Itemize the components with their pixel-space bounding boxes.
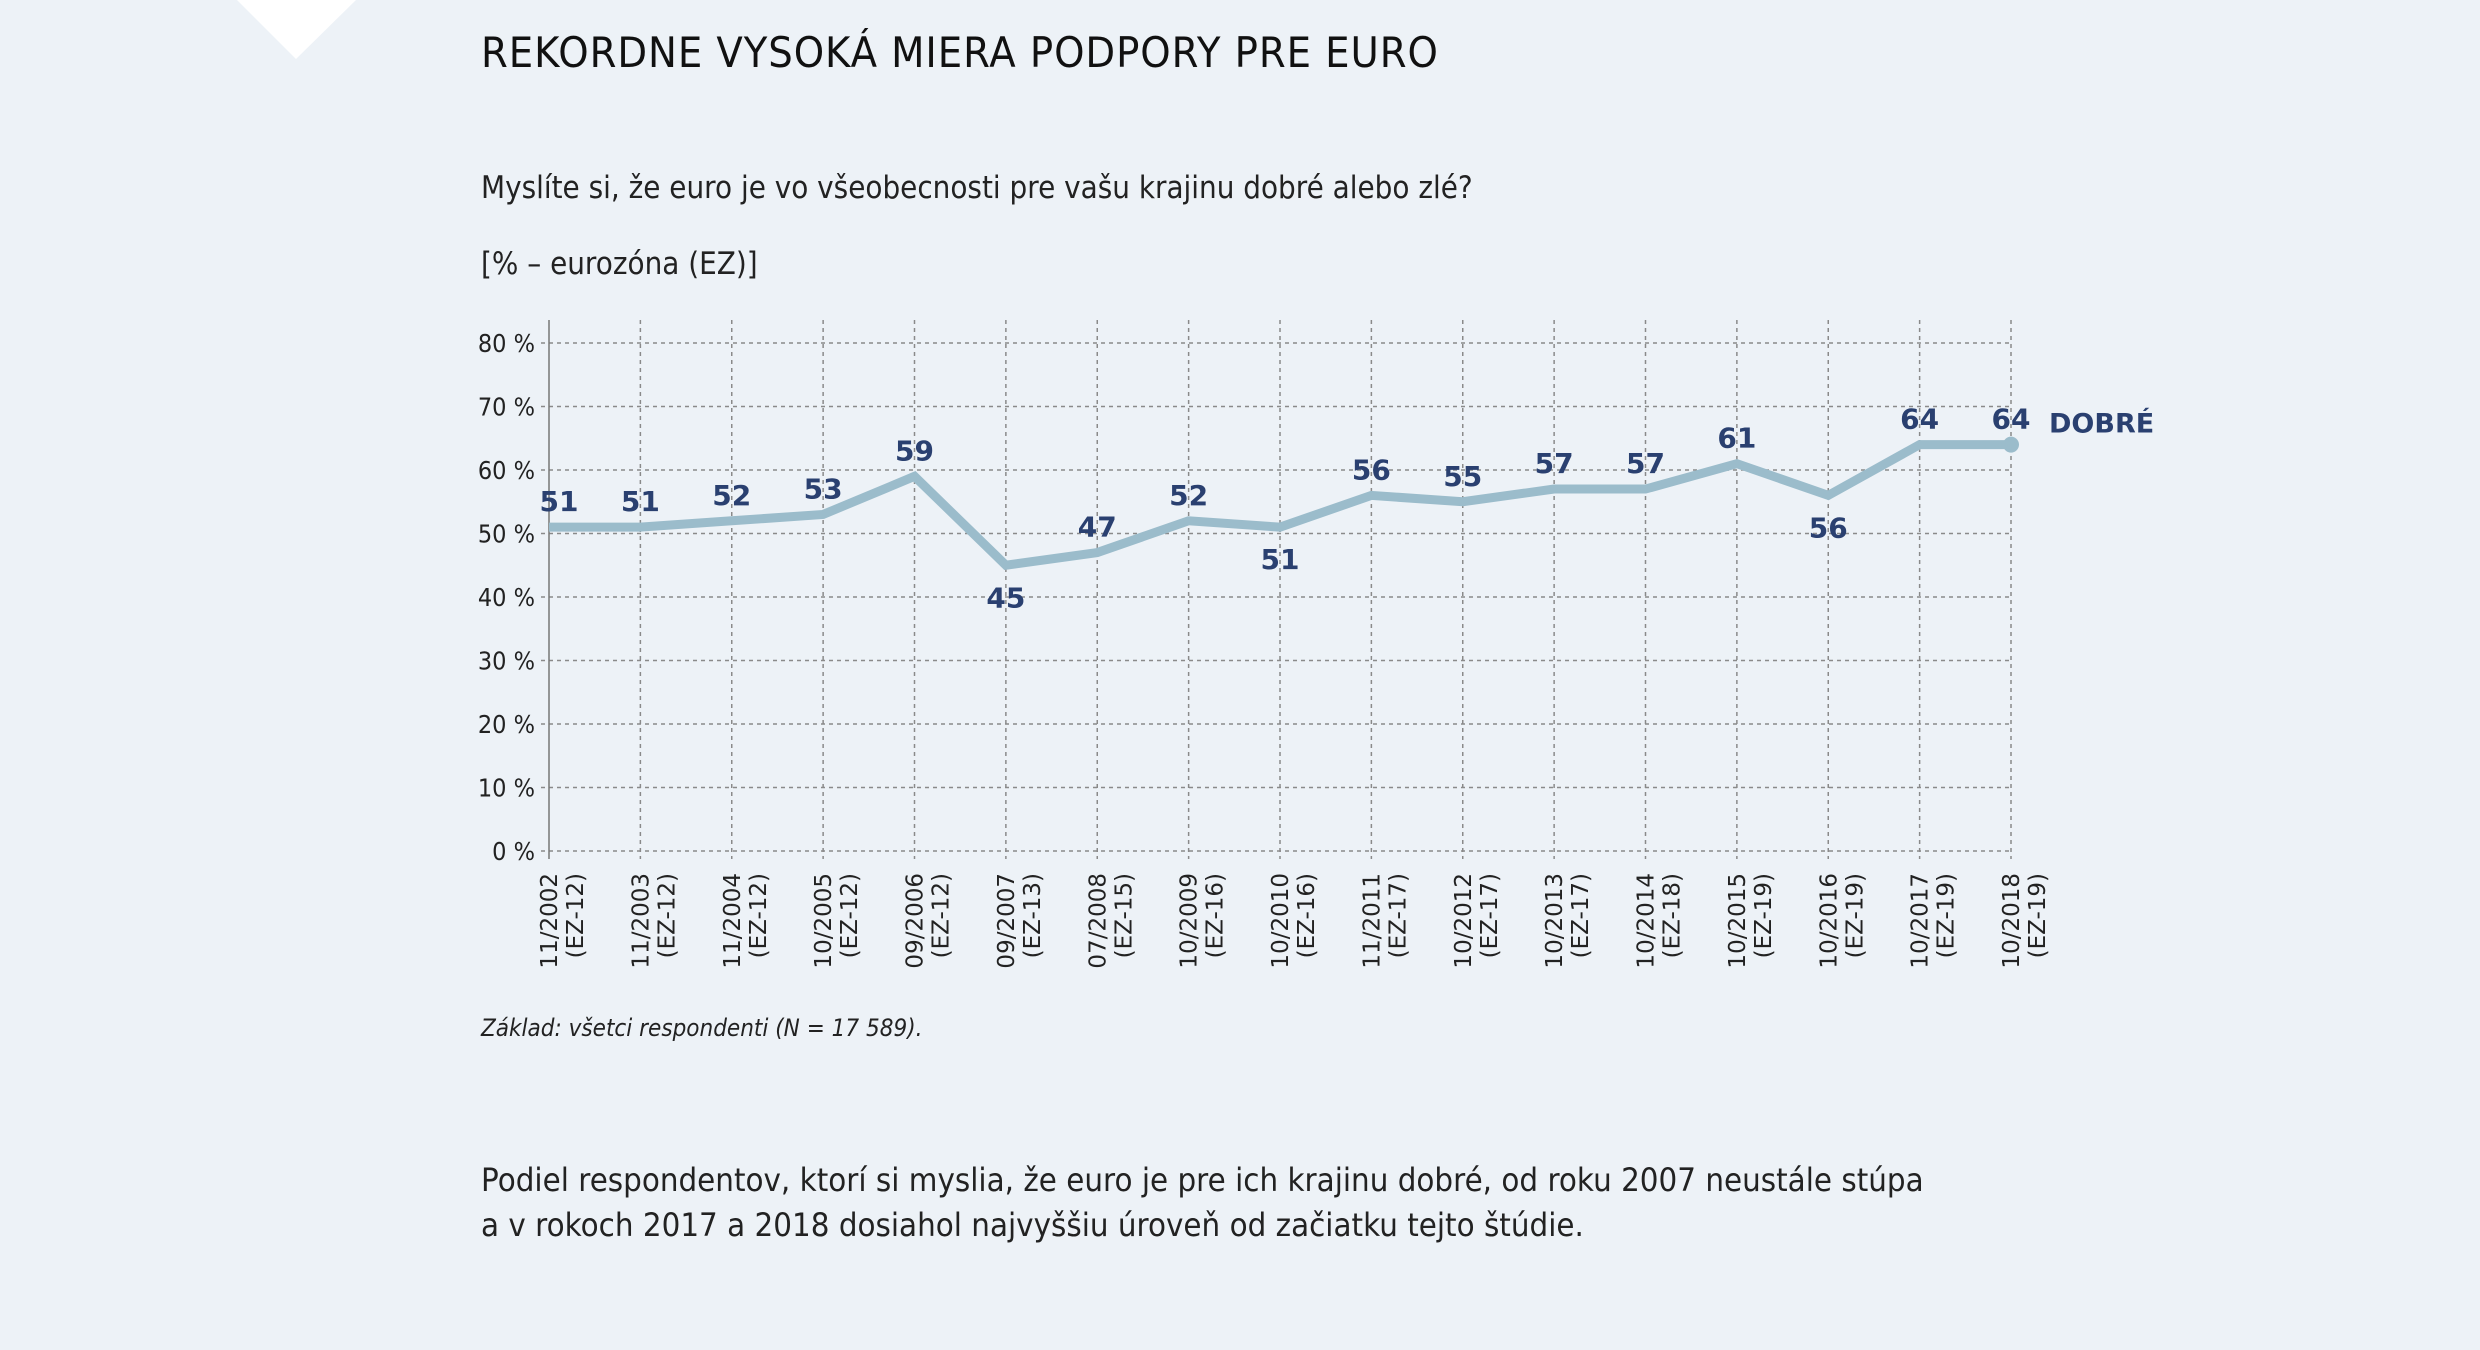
x-tick-sublabel: (EZ-18) bbox=[1660, 873, 1686, 958]
x-tick-sublabel: (EZ-19) bbox=[1751, 873, 1777, 958]
x-tick-label: 11/2003 bbox=[628, 873, 654, 969]
data-label: 52 bbox=[1169, 479, 1208, 512]
x-tick-label: 10/2010 bbox=[1268, 873, 1294, 969]
y-tick-label: 30 % bbox=[478, 646, 535, 675]
x-tick-sublabel: (EZ-16) bbox=[1203, 873, 1229, 958]
data-label: 51 bbox=[1261, 543, 1300, 576]
page-title: REKORDNE VYSOKÁ MIERA PODPORY PRE EURO bbox=[481, 28, 1439, 77]
data-label: 51 bbox=[540, 485, 579, 518]
data-label: 57 bbox=[1535, 447, 1574, 480]
unit-label: [% – eurozóna (EZ)] bbox=[481, 246, 758, 282]
data-label: 64 bbox=[1900, 403, 1939, 436]
x-tick-sublabel: (EZ-12) bbox=[929, 873, 955, 958]
x-tick-label: 07/2008 bbox=[1085, 873, 1111, 969]
y-tick-label: 10 % bbox=[478, 773, 535, 802]
x-tick-label: 11/2004 bbox=[720, 873, 746, 969]
line-chart: 0 % 10 % 20 % 30 % 40 % 50 % 60 % 70 % 80 % 11/20… bbox=[478, 320, 2154, 969]
data-label: 53 bbox=[804, 472, 843, 505]
y-tick-label: 20 % bbox=[478, 710, 535, 739]
x-tick-label: 10/2016 bbox=[1816, 873, 1842, 969]
x-tick-sublabel: (EZ-17) bbox=[1568, 873, 1594, 958]
x-tick-label: 10/2014 bbox=[1634, 873, 1660, 969]
footnote: Základ: všetci respondenti (N = 17 589). bbox=[481, 1014, 923, 1042]
x-tick-sublabel: (EZ-17) bbox=[1477, 873, 1503, 958]
x-tick-sublabel: (EZ-13) bbox=[1020, 873, 1046, 958]
x-tick-label: 10/2005 bbox=[811, 873, 837, 969]
x-tick-sublabel: (EZ-15) bbox=[1111, 873, 1137, 958]
summary-paragraph: Podiel respondentov, ktorí si myslia, že… bbox=[481, 1158, 1971, 1248]
x-tick-label: 11/2011 bbox=[1359, 873, 1385, 969]
summary-line: a v rokoch 2017 a 2018 dosiahol najvyšši… bbox=[481, 1206, 1584, 1244]
data-label: 55 bbox=[1443, 460, 1482, 493]
x-tick-label: 10/2009 bbox=[1177, 873, 1203, 969]
y-tick-label: 80 % bbox=[478, 329, 535, 358]
x-tick-sublabel: (EZ-12) bbox=[654, 873, 680, 958]
x-tick-sublabel: (EZ-19) bbox=[2025, 873, 2051, 958]
data-label: 59 bbox=[895, 434, 934, 467]
x-tick-label: 10/2017 bbox=[1908, 873, 1934, 969]
x-tick-sublabel: (EZ-17) bbox=[1385, 873, 1411, 958]
x-tick-label: 09/2007 bbox=[994, 873, 1020, 969]
x-tick-label: 10/2015 bbox=[1725, 873, 1751, 969]
data-label: 61 bbox=[1717, 422, 1756, 455]
y-tick-label: 70 % bbox=[478, 392, 535, 421]
x-tick-sublabel: (EZ-12) bbox=[563, 873, 589, 958]
data-label: 47 bbox=[1078, 511, 1117, 544]
x-tick-sublabel: (EZ-19) bbox=[1934, 873, 1960, 958]
summary-line: Podiel respondentov, ktorí si myslia, že… bbox=[481, 1161, 1924, 1199]
y-tick-label: 60 % bbox=[478, 456, 535, 485]
data-label: 64 bbox=[1992, 403, 2031, 436]
data-label: 51 bbox=[621, 485, 660, 518]
x-tick-sublabel: (EZ-19) bbox=[1842, 873, 1868, 958]
data-label: 57 bbox=[1626, 447, 1665, 480]
data-label: 56 bbox=[1809, 511, 1848, 544]
x-tick-label: 09/2006 bbox=[903, 873, 929, 969]
y-tick-label: 40 % bbox=[478, 583, 535, 612]
data-label: 45 bbox=[986, 581, 1025, 614]
x-tick-sublabel: (EZ-12) bbox=[837, 873, 863, 958]
series-name-label: DOBRÉ bbox=[2049, 408, 2154, 440]
survey-question: Myslíte si, že euro je vo všeobecnosti p… bbox=[481, 170, 1473, 206]
y-tick-label: 0 % bbox=[492, 837, 535, 866]
decorative-triangle bbox=[237, 0, 356, 59]
y-tick-label: 50 % bbox=[478, 519, 535, 548]
data-label: 52 bbox=[712, 479, 751, 512]
x-tick-label: 10/2012 bbox=[1451, 873, 1477, 969]
x-tick-sublabel: (EZ-12) bbox=[746, 873, 772, 958]
x-tick-label: 11/2002 bbox=[537, 873, 563, 969]
x-tick-sublabel: (EZ-16) bbox=[1294, 873, 1320, 958]
x-tick-label: 10/2013 bbox=[1542, 873, 1568, 969]
x-tick-label: 10/2018 bbox=[1999, 873, 2025, 969]
series-end-marker bbox=[2003, 436, 2019, 453]
series-line bbox=[549, 440, 2011, 571]
data-label: 56 bbox=[1352, 453, 1391, 486]
